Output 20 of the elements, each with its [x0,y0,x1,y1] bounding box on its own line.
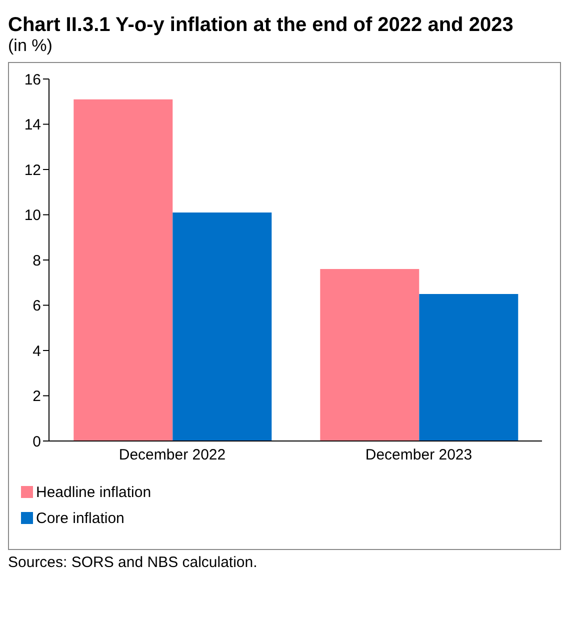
y-tick-label: 10 [24,207,41,224]
y-tick-label: 2 [32,388,41,406]
y-tick-label: 4 [32,342,41,360]
x-tick-label: December 2022 [118,446,226,464]
y-tick-label: 8 [32,252,41,270]
bar [74,99,173,441]
legend-label: Headline inflation [36,484,152,500]
source-note: Sources: SORS and NBS calculation. [8,554,258,571]
y-tick-label: 12 [24,162,41,179]
y-tick-label: 14 [24,116,41,134]
chart-title: Chart II.3.1 Y-o-y inflation at the end of 2022 and 2023 [8,14,514,36]
y-tick-label: 0 [32,433,41,450]
y-tick-label: 6 [32,298,41,315]
legend-label: Core inflation [36,510,124,526]
bar [419,294,518,441]
bar [320,269,420,441]
y-tick-label: 16 [24,71,41,88]
x-tick-label: December 2023 [365,446,472,464]
chart-subtitle: (in %) [8,36,54,56]
bar [172,212,272,441]
